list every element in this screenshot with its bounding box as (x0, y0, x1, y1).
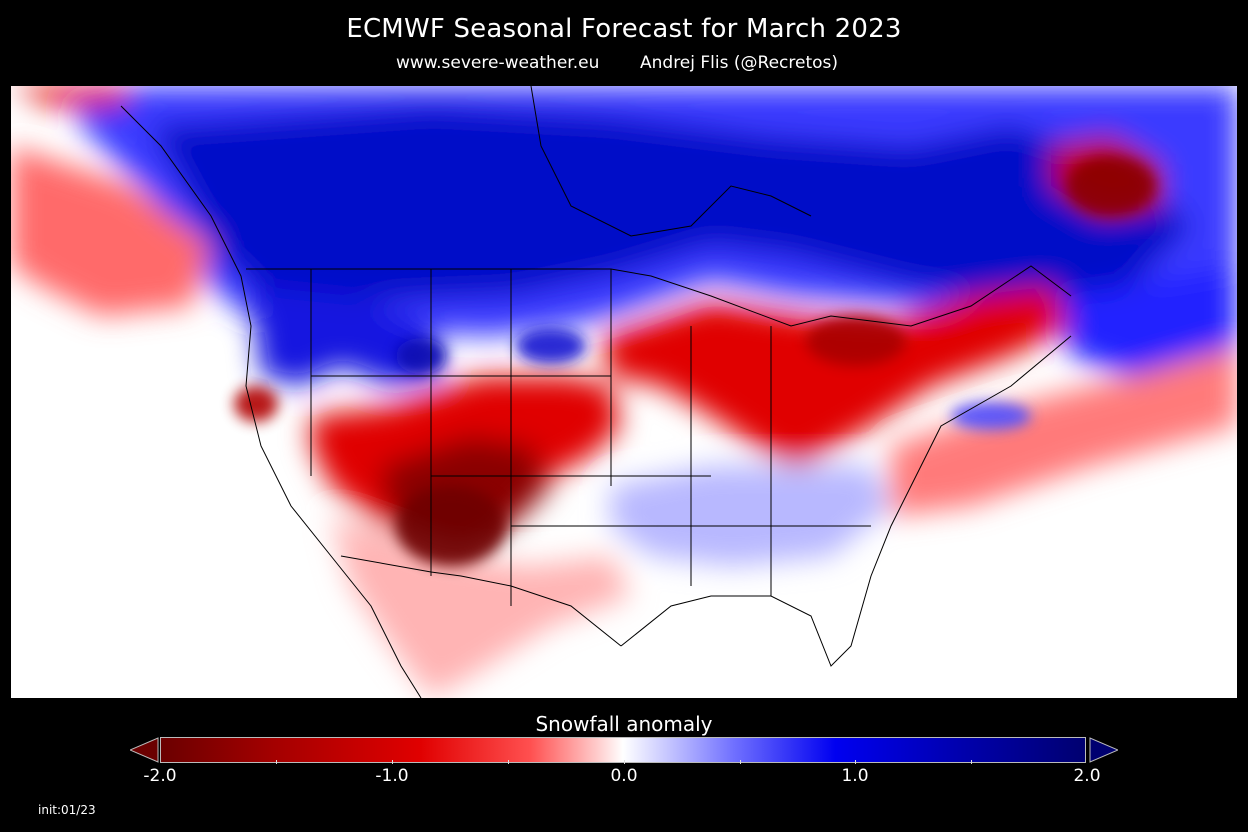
snowfall-anomaly-map (11, 86, 1237, 698)
colorbar-tick (276, 760, 277, 764)
colorbar-label-max: 2.0 (1073, 766, 1100, 786)
colorbar-label: 1.0 (841, 766, 868, 786)
colorbar (160, 737, 1086, 763)
colorbar-extend-low-icon (130, 737, 160, 763)
colorbar-tick (508, 760, 509, 764)
colorbar-tick (855, 760, 856, 764)
colorbar-label-zero: 0.0 (610, 766, 637, 786)
colorbar-tick (624, 760, 625, 764)
colorbar-tick (392, 760, 393, 764)
map-title: ECMWF Seasonal Forecast for March 2023 (0, 14, 1248, 44)
legend-title: Snowfall anomaly (0, 712, 1248, 736)
colorbar-tick (740, 760, 741, 764)
init-date: init:01/23 (38, 803, 96, 817)
source-website: www.severe-weather.eu (396, 53, 599, 73)
map-canvas (11, 86, 1237, 698)
colorbar-extend-high-icon (1088, 737, 1118, 763)
colorbar-label-min: -2.0 (143, 766, 176, 786)
colorbar-tick (971, 760, 972, 764)
author-credit: Andrej Flis (@Recretos) (640, 53, 838, 73)
colorbar-label: -1.0 (375, 766, 408, 786)
